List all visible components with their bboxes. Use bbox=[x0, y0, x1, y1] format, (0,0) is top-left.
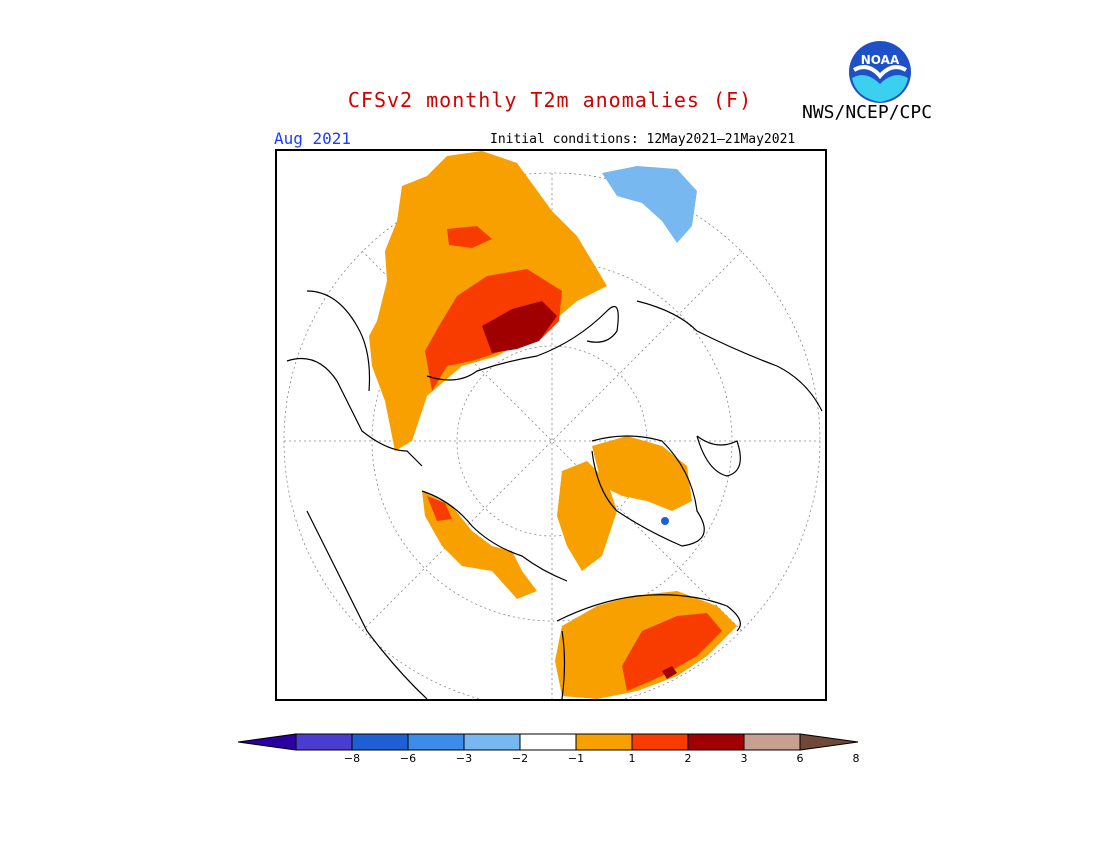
coastlines bbox=[286, 290, 823, 699]
colorbar bbox=[238, 733, 859, 751]
colorbar-box bbox=[351, 733, 409, 751]
colorbar-tick-label: 3 bbox=[740, 752, 748, 765]
colorbar-high-arrow bbox=[799, 733, 859, 751]
colorbar-tick-label: 2 bbox=[684, 752, 692, 765]
forecast-month: Aug 2021 bbox=[274, 129, 352, 148]
colorbar-box bbox=[519, 733, 577, 751]
noaa-logo: NOAA bbox=[848, 40, 912, 104]
anomaly-region-greenland bbox=[592, 436, 692, 511]
colorbar-box bbox=[631, 733, 689, 751]
colorbar-tick-label: −3 bbox=[455, 752, 473, 765]
colorbar-tick-label: −8 bbox=[343, 752, 361, 765]
colorbar-tick-label: 1 bbox=[628, 752, 636, 765]
colorbar-box bbox=[295, 733, 353, 751]
colorbar-box bbox=[687, 733, 745, 751]
colorbar-tick-label: −1 bbox=[567, 752, 585, 765]
colorbar-box bbox=[575, 733, 633, 751]
anomaly-spot-cold bbox=[661, 517, 669, 525]
initial-conditions: Initial conditions: 12May2021—21May2021 bbox=[490, 132, 796, 147]
colorbar-box bbox=[463, 733, 521, 751]
polar-map bbox=[275, 149, 827, 701]
colorbar-box bbox=[407, 733, 465, 751]
colorbar-tick-label: −6 bbox=[399, 752, 417, 765]
colorbar-box bbox=[743, 733, 801, 751]
colorbar-tick-label: −2 bbox=[511, 752, 529, 765]
anomaly-region-nw-russia bbox=[482, 301, 557, 353]
anomaly-region-siberia-red bbox=[622, 613, 722, 691]
noaa-logo-text: NOAA bbox=[861, 53, 900, 67]
colorbar-tick-label: 6 bbox=[796, 752, 804, 765]
colorbar-tick-label: 8 bbox=[852, 752, 860, 765]
colorbar-low-arrow bbox=[238, 733, 297, 751]
map-grid bbox=[283, 172, 821, 699]
anomaly-region-europe-spot bbox=[447, 226, 492, 248]
anomaly-region-canada-red bbox=[427, 496, 452, 521]
agency-label: NWS/NCEP/CPC bbox=[802, 102, 933, 123]
anomaly-region-pacific bbox=[602, 166, 697, 243]
anomaly-region-siberia-darkred bbox=[662, 666, 677, 679]
chart-title: CFSv2 monthly T2m anomalies (F) bbox=[347, 88, 753, 112]
